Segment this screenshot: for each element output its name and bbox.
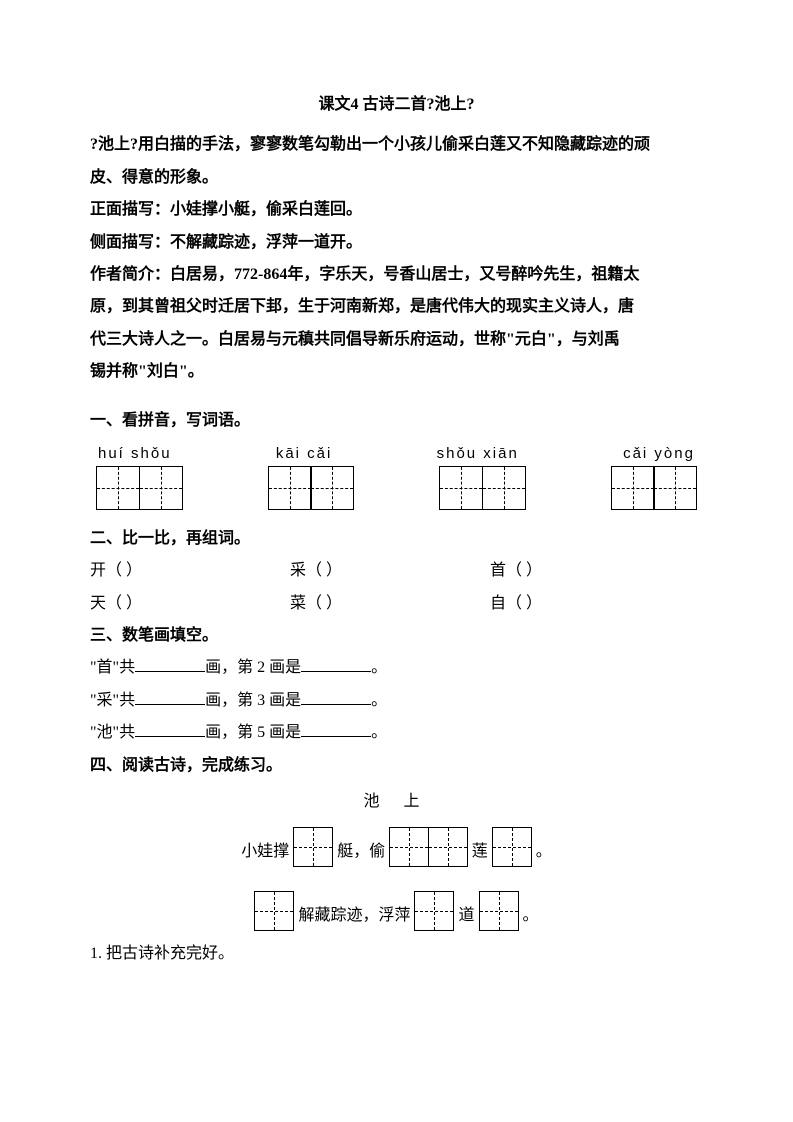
compare-2-1[interactable]: 天（ ） xyxy=(90,589,290,619)
poem-box-1-3[interactable] xyxy=(492,827,532,867)
stroke-1-post: 。 xyxy=(371,659,387,676)
blank-input[interactable] xyxy=(301,687,371,705)
intro-line-1a: ?池上?用白描的手法，寥寥数笔勾勒出一个小孩儿偷采白莲又不知隐藏踪迹的顽 xyxy=(90,130,703,160)
section1-heading: 一、看拼音，写词语。 xyxy=(90,406,703,436)
poem-box-2-2[interactable] xyxy=(414,891,454,931)
blank-input[interactable] xyxy=(135,655,205,673)
question-1: 1. 把古诗补充完好。 xyxy=(90,939,703,969)
blank-input[interactable] xyxy=(135,720,205,738)
blank-input[interactable] xyxy=(301,720,371,738)
pinyin-3: shǒu xiān xyxy=(437,440,519,466)
poem-2-b: 道 xyxy=(458,901,474,931)
section4-heading: 四、阅读古诗，完成练习。 xyxy=(90,751,703,781)
compare-1-3[interactable]: 首（ ） xyxy=(490,556,690,586)
intro-line-2: 正面描写：小娃撑小艇，偷采白莲回。 xyxy=(90,195,703,225)
poem-box-2-1[interactable] xyxy=(254,891,294,931)
page-title: 课文4 古诗二首?池上? xyxy=(90,90,703,120)
poem-title: 池 上 xyxy=(90,787,703,817)
poem-2-a: 解藏踪迹，浮萍 xyxy=(298,901,410,931)
poem-box-1-1[interactable] xyxy=(293,827,333,867)
poem-1-d: 。 xyxy=(536,837,552,867)
stroke-item-3: "池"共 画，第 5 画是 。 xyxy=(90,718,703,748)
char-box-group-1[interactable] xyxy=(96,466,183,510)
stroke-3-post: 。 xyxy=(371,724,387,741)
char-box-group-4[interactable] xyxy=(611,466,698,510)
stroke-3-mid: 画，第 5 画是 xyxy=(205,724,301,741)
poem-2-c: 。 xyxy=(523,901,539,931)
intro-line-3: 侧面描写：不解藏踪迹，浮萍一道开。 xyxy=(90,228,703,258)
stroke-3-pre: "池"共 xyxy=(90,724,135,741)
char-box-group-3[interactable] xyxy=(439,466,526,510)
pinyin-4: cǎi yòng xyxy=(623,440,695,466)
blank-input[interactable] xyxy=(135,687,205,705)
poem-line-1: 小娃撑 艇，偷 莲 。 xyxy=(90,827,703,867)
char-box-row xyxy=(90,466,703,510)
blank-input[interactable] xyxy=(301,655,371,673)
intro-line-4d: 锡并称"刘白"。 xyxy=(90,357,703,387)
compare-1-2[interactable]: 采（ ） xyxy=(290,556,490,586)
intro-line-4a: 作者简介：白居易，772-864年，字乐天，号香山居士，又号醉吟先生，祖籍太 xyxy=(90,260,703,290)
compare-row-1: 开（ ） 采（ ） 首（ ） xyxy=(90,556,703,586)
stroke-1-mid: 画，第 2 画是 xyxy=(205,659,301,676)
stroke-1-pre: "首"共 xyxy=(90,659,135,676)
compare-2-3[interactable]: 自（ ） xyxy=(490,589,690,619)
section2-heading: 二、比一比，再组词。 xyxy=(90,524,703,554)
intro-line-4c: 代三大诗人之一。白居易与元稹共同倡导新乐府运动，世称"元白"，与刘禹 xyxy=(90,325,703,355)
compare-2-2[interactable]: 菜（ ） xyxy=(290,589,490,619)
poem-1-c: 莲 xyxy=(472,837,488,867)
pinyin-row: huí shǒu kāi cǎi shǒu xiān cǎi yòng xyxy=(90,440,703,466)
pinyin-2: kāi cǎi xyxy=(276,440,333,466)
intro-line-4b: 原，到其曾祖父时迁居下邽，生于河南新郑，是唐代伟大的现实主义诗人，唐 xyxy=(90,292,703,322)
poem-1-b: 艇，偷 xyxy=(337,837,385,867)
compare-1-1[interactable]: 开（ ） xyxy=(90,556,290,586)
pinyin-1: huí shǒu xyxy=(98,440,172,466)
stroke-item-2: "采"共 画，第 3 画是 。 xyxy=(90,686,703,716)
poem-box-2-3[interactable] xyxy=(479,891,519,931)
poem-1-a: 小娃撑 xyxy=(241,837,289,867)
stroke-2-post: 。 xyxy=(371,692,387,709)
poem-line-2: 解藏踪迹，浮萍 道 。 xyxy=(90,891,703,931)
stroke-2-pre: "采"共 xyxy=(90,692,135,709)
compare-row-2: 天（ ） 菜（ ） 自（ ） xyxy=(90,589,703,619)
stroke-item-1: "首"共 画，第 2 画是 。 xyxy=(90,653,703,683)
poem-box-1-2[interactable] xyxy=(389,827,468,867)
section3-heading: 三、数笔画填空。 xyxy=(90,621,703,651)
char-box-group-2[interactable] xyxy=(268,466,355,510)
stroke-2-mid: 画，第 3 画是 xyxy=(205,692,301,709)
intro-line-1b: 皮、得意的形象。 xyxy=(90,163,703,193)
